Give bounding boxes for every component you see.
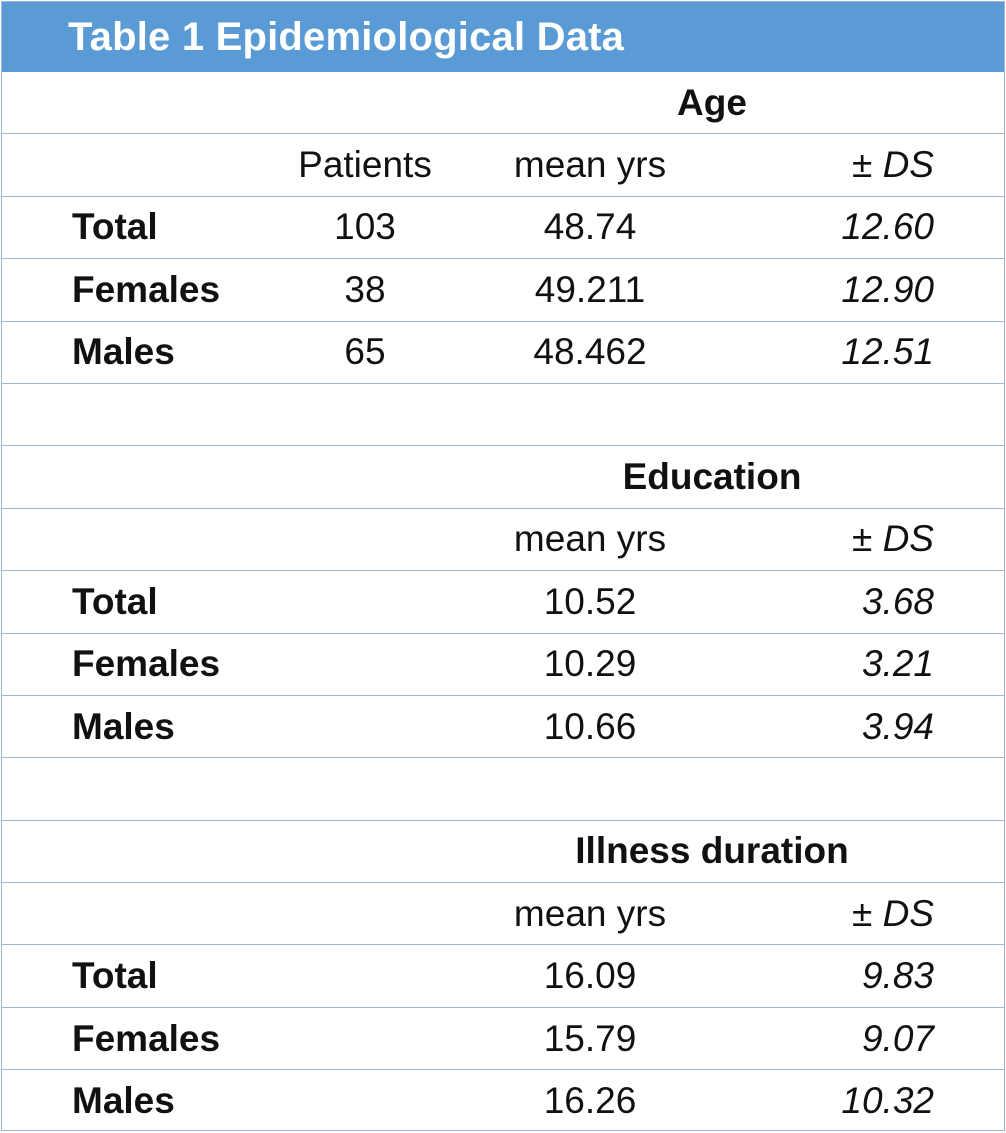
column-header-row: Patients mean yrs ± DS [2, 134, 1004, 197]
table-row: Females 10.29 3.21 [2, 634, 1004, 696]
sd-value: 3.68 [861, 580, 934, 622]
table-row: Males 16.26 10.32 [2, 1070, 1004, 1132]
table-row: Total 10.52 3.68 [2, 571, 1004, 634]
row-label: Total [72, 955, 158, 997]
column-header-mean: mean yrs [513, 892, 667, 934]
sd-value: 3.21 [861, 643, 934, 685]
sd-value: 12.90 [841, 268, 934, 310]
row-label: Males [72, 1080, 175, 1122]
row-label: Males [72, 331, 175, 373]
column-header-sd: ± DS [852, 518, 934, 560]
section-heading-row: Illness duration [2, 821, 1004, 884]
mean-value: 15.79 [543, 1017, 637, 1059]
section-heading-age: Age [677, 81, 747, 123]
row-label: Males [72, 705, 175, 747]
spacer-row [2, 384, 1004, 447]
mean-value: 10.29 [543, 643, 637, 685]
column-header-row: mean yrs ± DS [2, 883, 1004, 946]
mean-value: 16.26 [543, 1080, 637, 1122]
mean-value: 48.74 [543, 206, 637, 248]
column-header-sd: ± DS [852, 144, 934, 186]
sd-value: 10.32 [841, 1080, 934, 1122]
sd-value: 3.94 [861, 705, 934, 747]
section-heading-education: Education [622, 456, 802, 498]
table-title: Table 1 Epidemiological Data [2, 2, 1004, 72]
spacer-row [2, 758, 1004, 821]
table-row: Males 65 48.462 12.51 [2, 322, 1004, 384]
patients-value: 103 [334, 206, 396, 248]
table-row: Total 16.09 9.83 [2, 945, 1004, 1008]
mean-value: 48.462 [533, 331, 647, 373]
row-label: Females [72, 1017, 221, 1059]
patients-value: 65 [344, 331, 386, 373]
table-row: Females 38 49.211 12.90 [2, 259, 1004, 322]
sd-value: 9.83 [861, 955, 934, 997]
row-label: Total [72, 580, 158, 622]
mean-value: 10.66 [543, 705, 637, 747]
row-label: Total [72, 206, 158, 248]
table-row: Males 10.66 3.94 [2, 696, 1004, 759]
column-header-patients: Patients [298, 144, 432, 186]
mean-value: 16.09 [543, 955, 637, 997]
section-heading-row: Education [2, 446, 1004, 509]
section-heading-row: Age [2, 72, 1004, 135]
sd-value: 9.07 [861, 1017, 934, 1059]
table-row: Total 103 48.74 12.60 [2, 197, 1004, 260]
column-header-sd: ± DS [852, 892, 934, 934]
column-header-mean: mean yrs [513, 518, 667, 560]
sd-value: 12.60 [841, 206, 934, 248]
patients-value: 38 [344, 268, 386, 310]
row-label: Females [72, 643, 221, 685]
mean-value: 49.211 [534, 268, 646, 310]
column-header-row: mean yrs ± DS [2, 509, 1004, 572]
sd-value: 12.51 [841, 331, 934, 373]
mean-value: 10.52 [543, 580, 637, 622]
section-heading-illness-duration: Illness duration [575, 830, 849, 872]
table-row: Females 15.79 9.07 [2, 1008, 1004, 1071]
row-label: Females [72, 268, 221, 310]
column-header-mean: mean yrs [513, 144, 667, 186]
